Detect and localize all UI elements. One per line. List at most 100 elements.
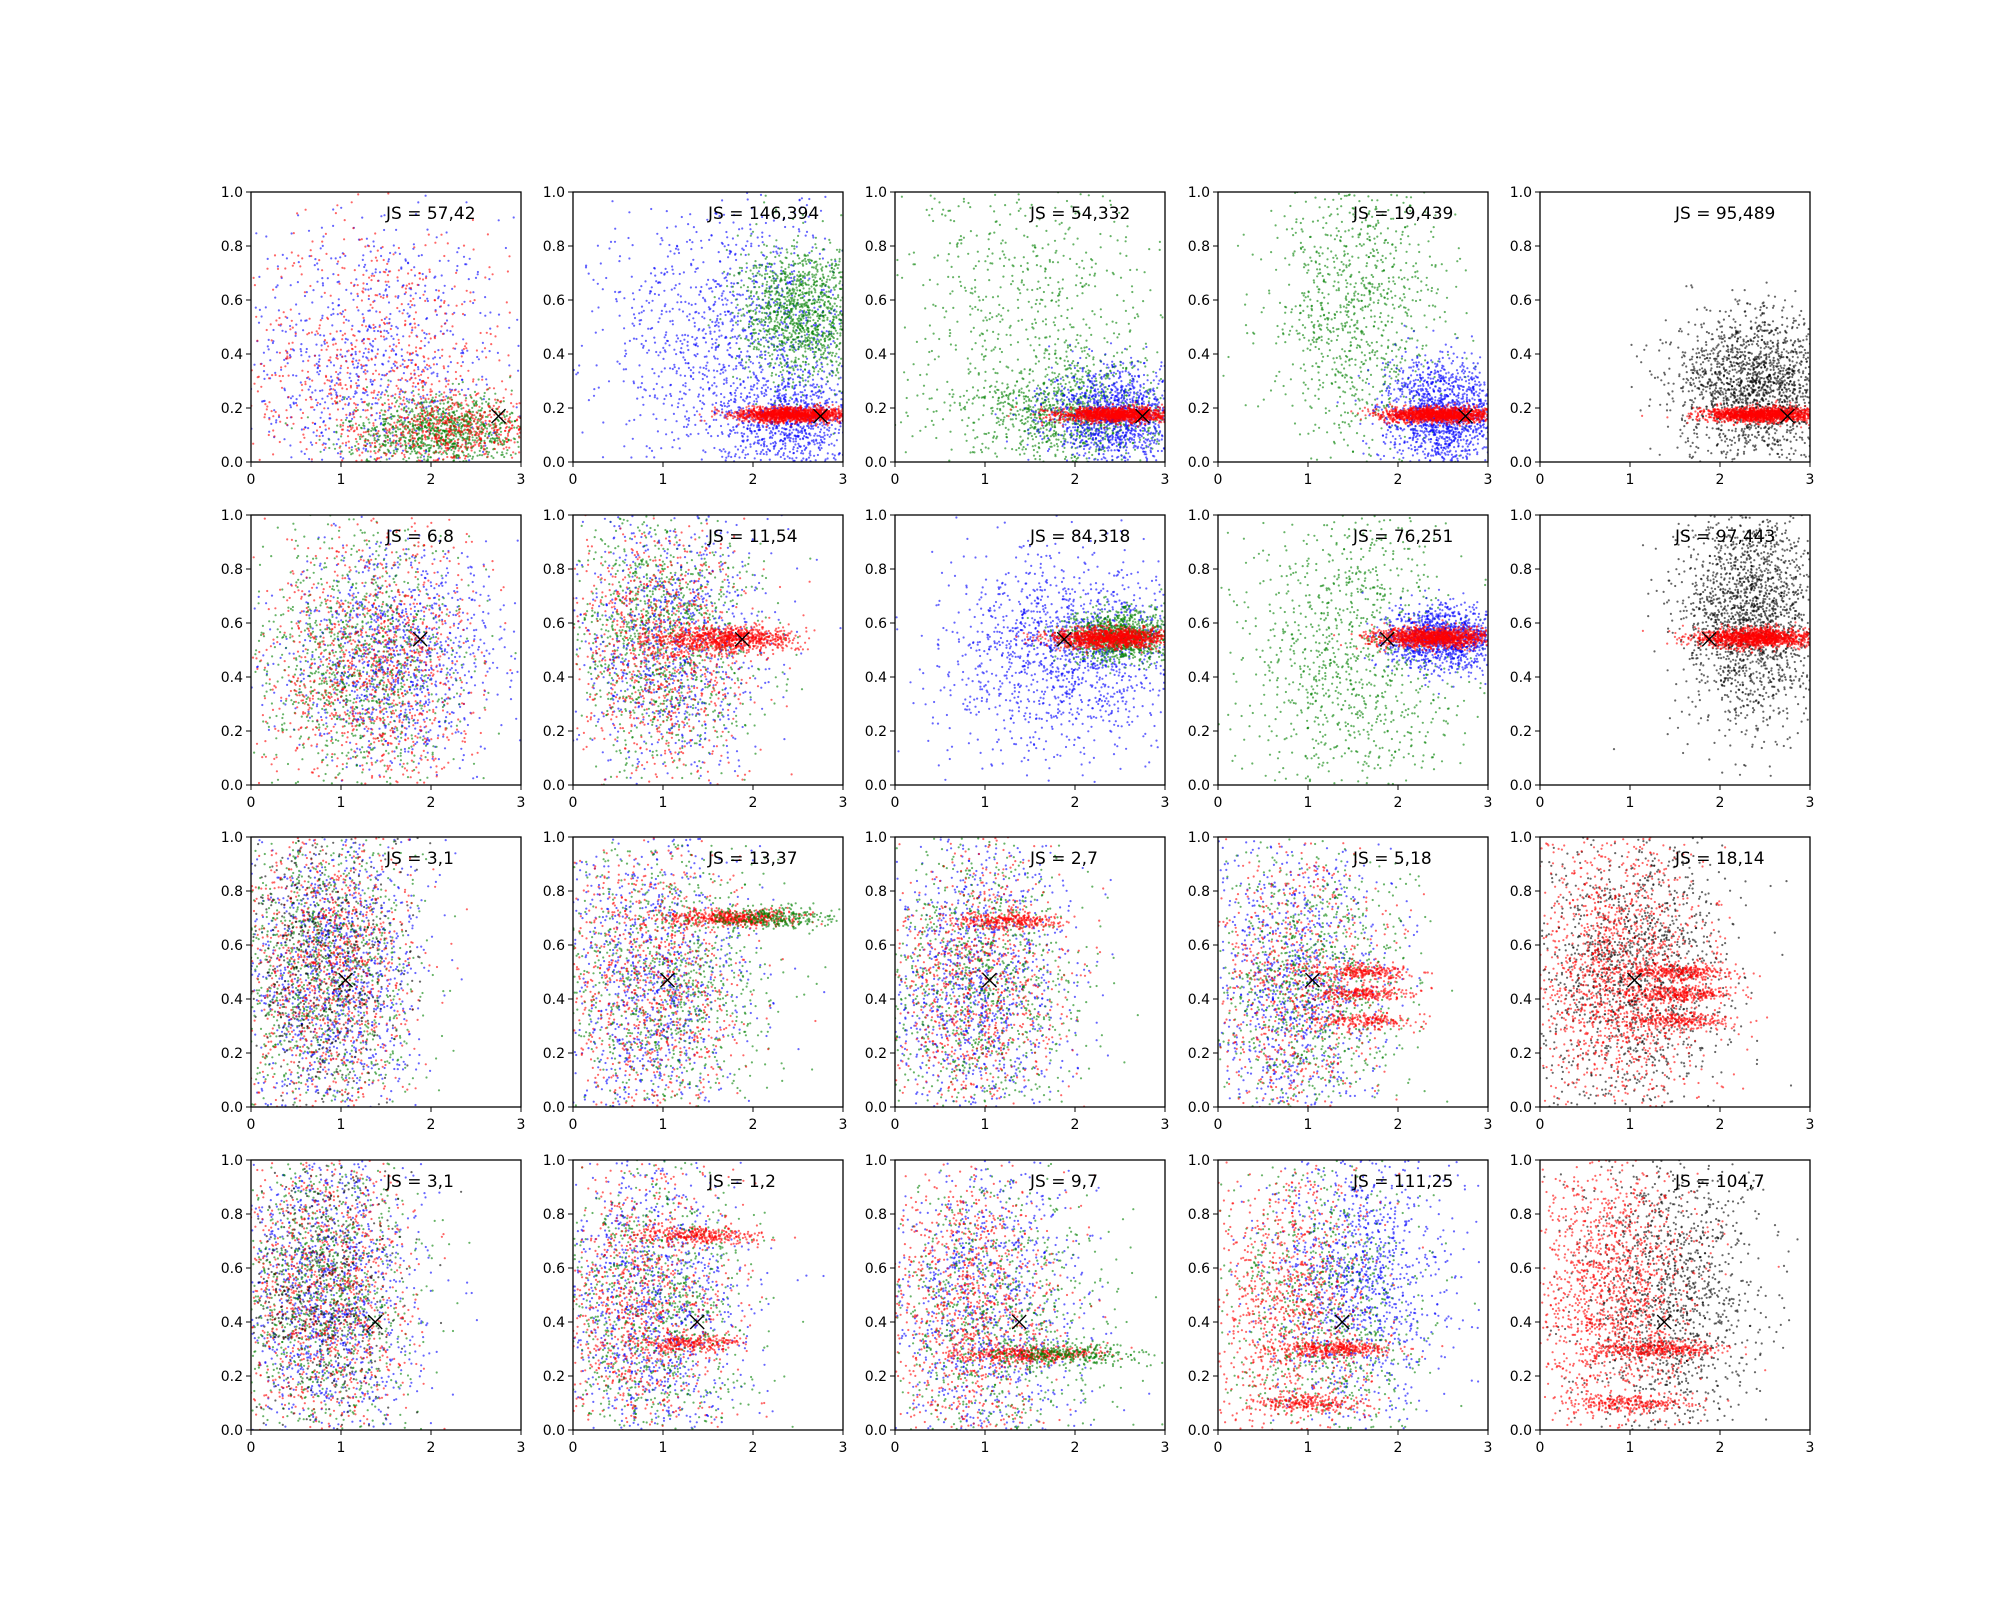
point (646, 300, 648, 302)
point (748, 253, 750, 255)
point (373, 330, 375, 332)
point (632, 438, 634, 440)
point (367, 310, 369, 312)
point (808, 294, 810, 296)
point (332, 388, 334, 390)
point (650, 272, 652, 274)
point (480, 445, 482, 447)
point (356, 293, 358, 295)
point (628, 211, 630, 213)
point (733, 315, 735, 317)
point (300, 319, 302, 321)
point (709, 326, 711, 328)
point (746, 355, 748, 357)
point (375, 268, 377, 270)
point (480, 397, 482, 399)
point (341, 387, 343, 389)
point (735, 244, 737, 246)
point (388, 403, 390, 405)
point (823, 427, 825, 429)
point (803, 435, 805, 437)
point (741, 432, 743, 434)
point (429, 412, 431, 414)
point (729, 291, 731, 293)
point (830, 259, 832, 261)
point (305, 399, 307, 401)
point (329, 417, 331, 419)
point (461, 444, 463, 446)
point (290, 309, 292, 311)
point (737, 320, 739, 322)
point (760, 459, 762, 461)
point (411, 435, 413, 437)
point (811, 402, 813, 404)
point (500, 431, 502, 433)
point (695, 286, 697, 288)
point (404, 440, 406, 442)
point (367, 409, 369, 411)
point (672, 323, 674, 325)
point (273, 409, 275, 411)
point (411, 408, 413, 410)
point (345, 419, 347, 421)
point (488, 398, 490, 400)
point (815, 386, 817, 388)
point (301, 257, 303, 259)
point (808, 427, 810, 429)
point (597, 245, 599, 247)
point (357, 330, 359, 332)
point (332, 308, 334, 310)
point (505, 388, 507, 390)
point (827, 402, 829, 404)
point (738, 228, 740, 230)
point (775, 454, 777, 456)
point (687, 435, 689, 437)
point (407, 272, 409, 274)
point (378, 391, 380, 393)
point (408, 344, 410, 346)
point (368, 359, 370, 361)
point (633, 325, 635, 327)
point (412, 382, 414, 384)
point (304, 383, 306, 385)
point (727, 423, 729, 425)
point (342, 457, 344, 459)
point (698, 312, 700, 314)
point (383, 330, 385, 332)
point (685, 382, 687, 384)
point (427, 417, 429, 419)
point (475, 433, 477, 435)
point (337, 438, 339, 440)
point (263, 365, 265, 367)
point (656, 383, 658, 385)
point (405, 428, 407, 430)
point (692, 259, 694, 261)
point (508, 418, 510, 420)
point (820, 436, 822, 438)
point (488, 406, 490, 408)
point (447, 371, 449, 373)
point (375, 271, 377, 273)
point (332, 208, 334, 210)
point (711, 338, 713, 340)
point (733, 401, 735, 403)
point (309, 285, 311, 287)
point (695, 268, 697, 270)
point (760, 194, 762, 196)
point (751, 423, 753, 425)
point (433, 410, 435, 412)
point (407, 432, 409, 434)
point (654, 293, 656, 295)
point (350, 354, 352, 356)
point (665, 395, 667, 397)
point (355, 423, 357, 425)
point (756, 433, 758, 435)
point (703, 367, 705, 369)
point (384, 411, 386, 413)
point (414, 432, 416, 434)
point (672, 269, 674, 271)
point (414, 323, 416, 325)
point (628, 420, 630, 422)
point (263, 370, 265, 372)
point (341, 267, 343, 269)
